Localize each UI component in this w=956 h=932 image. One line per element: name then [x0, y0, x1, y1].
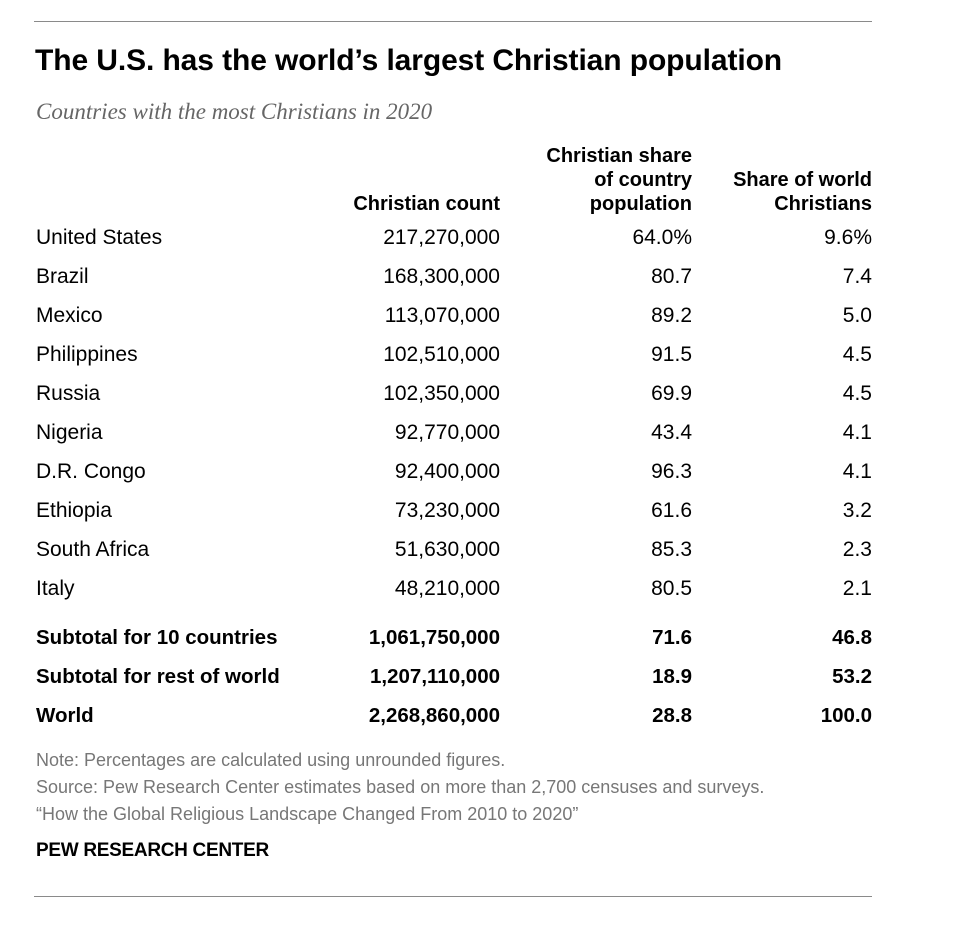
country-name: Philippines — [36, 343, 138, 366]
header-line: Christians — [774, 193, 872, 215]
total-label: Subtotal for 10 countries — [36, 626, 278, 649]
christian-count: 48,210,000 — [394, 577, 500, 600]
country-name: Russia — [36, 382, 101, 405]
christian-count: 73,230,000 — [394, 499, 500, 522]
christian-share: 85.3 — [651, 538, 692, 561]
christian-share: 71.6 — [652, 626, 692, 649]
header-share-of-world: Share of world Christians — [733, 168, 872, 216]
source-text: Source: Pew Research Center estimates ba… — [36, 777, 765, 797]
header-line: Christian count — [353, 193, 500, 215]
country-name: Nigeria — [36, 421, 103, 444]
christian-share: 28.8 — [652, 704, 692, 727]
world-share: 9.6% — [824, 226, 872, 249]
christian-share: 18.9 — [652, 665, 692, 688]
christian-share: 64.0% — [632, 226, 692, 249]
top-divider — [34, 21, 872, 22]
world-share: 53.2 — [832, 665, 872, 688]
world-share: 3.2 — [842, 499, 872, 522]
total-label: World — [36, 704, 94, 727]
table-row: Ethiopia 73,230,000 61.6 3.2 — [0, 496, 956, 526]
christian-count: 102,350,000 — [383, 382, 500, 405]
world-share: 4.1 — [842, 460, 872, 483]
bottom-divider — [34, 896, 872, 897]
country-name: South Africa — [36, 538, 150, 561]
christian-count: 2,268,860,000 — [368, 704, 500, 727]
christian-count: 51,630,000 — [394, 538, 500, 561]
christian-share: 89.2 — [651, 304, 692, 327]
world-share: 7.4 — [842, 265, 872, 288]
christian-count: 168,300,000 — [383, 265, 500, 288]
christian-share: 69.9 — [651, 382, 692, 405]
christian-count: 92,400,000 — [394, 460, 500, 483]
world-share: 2.1 — [842, 577, 872, 600]
country-name: Mexico — [36, 304, 103, 327]
christian-count: 102,510,000 — [383, 343, 500, 366]
subtotal-row: Subtotal for rest of world 1,207,110,000… — [0, 662, 956, 692]
christian-count: 113,070,000 — [384, 304, 500, 327]
table-row: Nigeria 92,770,000 43.4 4.1 — [0, 418, 956, 448]
country-name: Brazil — [36, 265, 89, 288]
christian-share: 80.5 — [651, 577, 692, 600]
christian-share: 61.6 — [651, 499, 692, 522]
header-line: Christian share — [546, 145, 692, 167]
header-christian-share: Christian share of country population — [546, 144, 692, 216]
christian-count: 92,770,000 — [394, 421, 500, 444]
christian-share: 91.5 — [651, 343, 692, 366]
header-christian-count: Christian count — [353, 192, 500, 216]
table-row: Italy 48,210,000 80.5 2.1 — [0, 574, 956, 604]
table-row: Philippines 102,510,000 91.5 4.5 — [0, 340, 956, 370]
chart-subtitle: Countries with the most Christians in 20… — [36, 99, 433, 124]
table-row: Russia 102,350,000 69.9 4.5 — [0, 379, 956, 409]
country-name: Italy — [36, 577, 75, 600]
christian-share: 96.3 — [651, 460, 692, 483]
christian-share: 43.4 — [651, 421, 692, 444]
header-line: of country — [594, 169, 692, 191]
total-label: Subtotal for rest of world — [36, 665, 280, 688]
world-share: 100.0 — [820, 704, 872, 727]
christian-count: 1,207,110,000 — [370, 665, 500, 688]
header-line: Share of world — [733, 169, 872, 191]
note-text: Note: Percentages are calculated using u… — [36, 750, 506, 770]
world-share: 4.5 — [842, 382, 872, 405]
country-name: United States — [36, 226, 163, 249]
subtotal-row: Subtotal for 10 countries 1,061,750,000 … — [0, 623, 956, 653]
christian-share: 80.7 — [651, 265, 692, 288]
table-row: Brazil 168,300,000 80.7 7.4 — [0, 262, 956, 292]
chart-title: The U.S. has the world’s largest Christi… — [35, 44, 783, 77]
country-name: Ethiopia — [36, 499, 112, 522]
report-title-text: “How the Global Religious Landscape Chan… — [36, 804, 579, 824]
christian-count: 1,061,750,000 — [368, 626, 500, 649]
header-line: population — [589, 193, 692, 215]
table-row: Mexico 113,070,000 89.2 5.0 — [0, 301, 956, 331]
world-share: 2.3 — [842, 538, 872, 561]
world-share: 4.5 — [842, 343, 872, 366]
table-row: D.R. Congo 92,400,000 96.3 4.1 — [0, 457, 956, 487]
world-share: 5.0 — [842, 304, 872, 327]
christian-count: 217,270,000 — [383, 226, 500, 249]
table-row: South Africa 51,630,000 85.3 2.3 — [0, 535, 956, 565]
world-total-row: World 2,268,860,000 28.8 100.0 — [0, 701, 956, 731]
world-share: 4.1 — [842, 421, 872, 444]
table-row: United States 217,270,000 64.0% 9.6% — [0, 223, 956, 253]
pew-logo-text: PEW RESEARCH CENTER — [36, 840, 269, 861]
world-share: 46.8 — [832, 626, 872, 649]
country-name: D.R. Congo — [36, 460, 146, 483]
